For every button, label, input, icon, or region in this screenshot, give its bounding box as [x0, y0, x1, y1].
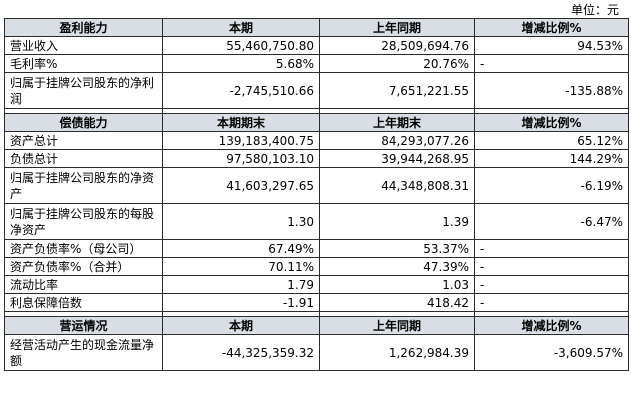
current-value: 5.68%: [162, 54, 320, 73]
prior-value: 418.42: [319, 293, 475, 312]
row-label: 毛利率%: [4, 54, 163, 73]
prior-value: 20.76%: [319, 54, 475, 73]
prior-value: 1.03: [319, 275, 475, 294]
row-label: 归属于挂牌公司股东的每股净资产: [4, 203, 163, 240]
change-value: -: [474, 293, 629, 312]
table-row: 利息保障倍数 -1.91 418.42 -: [4, 293, 629, 312]
table-row: 流动比率 1.79 1.03 -: [4, 275, 629, 294]
current-value: 97,580,103.10: [162, 149, 320, 168]
change-value: -6.47%: [474, 203, 629, 240]
row-label: 归属于挂牌公司股东的净资产: [4, 167, 163, 204]
row-label: 资产负债率%（合并）: [4, 257, 163, 276]
table-row: 经营活动产生的现金流量净额 -44,325,359.32 1,262,984.3…: [4, 334, 629, 371]
header-cell: 上年同期: [319, 18, 475, 37]
prior-value: 28,509,694.76: [319, 36, 475, 55]
header-cell: 偿债能力: [4, 113, 163, 132]
current-value: 1.79: [162, 275, 320, 294]
change-value: -: [474, 54, 629, 73]
header-cell: 增减比例%: [474, 316, 629, 335]
row-label: 利息保障倍数: [4, 293, 163, 312]
row-label: 归属于挂牌公司股东的净利润: [4, 72, 163, 109]
row-label: 营业收入: [4, 36, 163, 55]
header-cell: 本期: [162, 18, 320, 37]
current-value: 70.11%: [162, 257, 320, 276]
financial-indicators-table: 盈利能力 本期 上年同期 增减比例% 营业收入 55,460,750.80 28…: [4, 18, 629, 371]
table-row: 负债总计 97,580,103.10 39,944,268.95 144.29%: [4, 149, 629, 168]
prior-value: 84,293,077.26: [319, 131, 475, 150]
change-value: -: [474, 257, 629, 276]
row-label: 负债总计: [4, 149, 163, 168]
prior-value: 1.39: [319, 203, 475, 240]
current-value: -2,745,510.66: [162, 72, 320, 109]
table-row: 归属于挂牌公司股东的每股净资产 1.30 1.39 -6.47%: [4, 203, 629, 240]
current-value: 41,603,297.65: [162, 167, 320, 204]
current-value: 55,460,750.80: [162, 36, 320, 55]
header-cell: 盈利能力: [4, 18, 163, 37]
header-cell: 增减比例%: [474, 113, 629, 132]
change-value: -6.19%: [474, 167, 629, 204]
section-header-operations: 营运情况 本期 上年同期 增减比例%: [4, 316, 629, 335]
current-value: -1.91: [162, 293, 320, 312]
prior-value: 53.37%: [319, 239, 475, 258]
header-cell: 上年期末: [319, 113, 475, 132]
current-value: 139,183,400.75: [162, 131, 320, 150]
prior-value: 47.39%: [319, 257, 475, 276]
change-value: 144.29%: [474, 149, 629, 168]
table-row: 资产负债率%（母公司） 67.49% 53.37% -: [4, 239, 629, 258]
header-cell: 增减比例%: [474, 18, 629, 37]
row-label: 流动比率: [4, 275, 163, 294]
change-value: -: [474, 275, 629, 294]
header-cell: 本期: [162, 316, 320, 335]
change-value: 65.12%: [474, 131, 629, 150]
prior-value: 44,348,808.31: [319, 167, 475, 204]
current-value: 1.30: [162, 203, 320, 240]
section-gap: [4, 108, 629, 114]
section-header-profitability: 盈利能力 本期 上年同期 增减比例%: [4, 18, 629, 37]
change-value: 94.53%: [474, 36, 629, 55]
table-row: 资产总计 139,183,400.75 84,293,077.26 65.12%: [4, 131, 629, 150]
change-value: -3,609.57%: [474, 334, 629, 371]
prior-value: 1,262,984.39: [319, 334, 475, 371]
section-gap: [4, 311, 629, 317]
table-row: 归属于挂牌公司股东的净利润 -2,745,510.66 7,651,221.55…: [4, 72, 629, 109]
change-value: -135.88%: [474, 72, 629, 109]
table-row: 归属于挂牌公司股东的净资产 41,603,297.65 44,348,808.3…: [4, 167, 629, 204]
row-label: 资产负债率%（母公司）: [4, 239, 163, 258]
table-row: 资产负债率%（合并） 70.11% 47.39% -: [4, 257, 629, 276]
row-label: 经营活动产生的现金流量净额: [4, 334, 163, 371]
change-value: -: [474, 239, 629, 258]
table-row: 毛利率% 5.68% 20.76% -: [4, 54, 629, 73]
prior-value: 7,651,221.55: [319, 72, 475, 109]
unit-label: 单位：元: [570, 3, 619, 17]
prior-value: 39,944,268.95: [319, 149, 475, 168]
current-value: 67.49%: [162, 239, 320, 258]
header-cell: 上年同期: [319, 316, 475, 335]
row-label: 资产总计: [4, 131, 163, 150]
section-header-solvency: 偿债能力 本期期末 上年期末 增减比例%: [4, 113, 629, 132]
table-row: 营业收入 55,460,750.80 28,509,694.76 94.53%: [4, 36, 629, 55]
header-cell: 本期期末: [162, 113, 320, 132]
current-value: -44,325,359.32: [162, 334, 320, 371]
header-cell: 营运情况: [4, 316, 163, 335]
